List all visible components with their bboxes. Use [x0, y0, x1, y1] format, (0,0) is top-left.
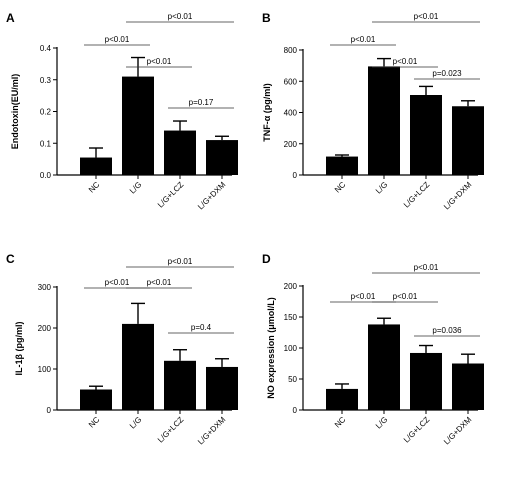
panel-b: B 0 200 400 600 800 TNF-α (pg/ml) NC L/G L/G+LCZ L… — [262, 11, 484, 211]
panel-b-comparison-label: p=0.023 — [432, 69, 462, 78]
panel-d-comparison-label: p<0.01 — [414, 263, 439, 272]
panel-d-comparison-label: p<0.01 — [393, 292, 418, 301]
panel-b-y-tick-label: 0 — [293, 171, 298, 180]
panel-a-comparison-label: p<0.01 — [147, 57, 172, 66]
panel-b-bar-l-g-dxm — [452, 106, 484, 175]
panel-d-comparison-label: p=0.036 — [432, 326, 462, 335]
panel-a-x-tick-label: L/G — [128, 180, 143, 195]
panel-b-x-tick-label: L/G+LCZ — [402, 180, 432, 210]
panel-d-x-tick-label: NC — [333, 415, 348, 430]
panel-a-y-tick-label: 0.1 — [40, 139, 52, 148]
panel-a-x-tick-label: L/G+DXM — [196, 180, 228, 212]
panel-d-x-tick-label: L/G — [374, 415, 389, 430]
panel-d-x-tick-label: L/G+DXM — [442, 415, 474, 447]
panel-c-bar-l-g-lcz — [164, 360, 196, 410]
panel-c-y-axis-label: IL-1β (pg/ml) — [14, 322, 24, 376]
panel-c: C 0 100 200 300 IL-1β (pg/ml) NC L/G L/G+LCZ L/G+… — [6, 252, 238, 446]
panel-c-bar-nc — [80, 389, 112, 410]
panel-b-bar-nc — [326, 156, 358, 175]
panel-c-x-tick-label: L/G — [128, 415, 143, 430]
panel-d-y-tick-label: 0 — [293, 406, 298, 415]
panel-a-y-tick-label: 0.3 — [40, 76, 52, 85]
panel-a-comparison-label: p<0.01 — [168, 12, 193, 21]
panel-c-bar-l-g — [122, 323, 154, 410]
panel-a-y-tick-label: 0.4 — [40, 44, 52, 53]
panel-c-letter: C — [6, 252, 15, 266]
panel-b-y-tick-label: 200 — [284, 140, 298, 149]
panel-d-bar-nc — [326, 388, 358, 410]
panel-b-x-tick-label: L/G — [374, 180, 389, 195]
panel-d-letter: D — [262, 252, 271, 266]
panel-d-comparison-label: p<0.01 — [351, 292, 376, 301]
panel-c-x-tick-label: L/G+DXM — [196, 415, 228, 447]
panel-b-x-tick-label: NC — [333, 180, 348, 195]
panel-c-x-tick-label: L/G+LCZ — [156, 415, 186, 445]
panel-d-x-tick-label: L/G+LCZ — [402, 415, 432, 445]
panel-c-comparison-label: p<0.01 — [105, 278, 130, 287]
panel-b-y-tick-label: 600 — [284, 77, 298, 86]
panel-c-y-tick-label: 0 — [47, 406, 52, 415]
panel-b-comparison-label: p<0.01 — [414, 12, 439, 21]
panel-d-y-tick-label: 100 — [284, 344, 298, 353]
panel-a-y-axis-label: Endotoxin(EU/ml) — [10, 74, 20, 150]
panel-d: D 0 50 100 150 200 NO expression (μmol/L) NC L/G… — [262, 252, 484, 446]
panel-c-bar-l-g-dxm — [206, 366, 238, 410]
panel-a-comparison-label: p=0.17 — [189, 98, 214, 107]
panel-a-y-tick-label: 0.2 — [40, 108, 52, 117]
panel-b-bar-l-g — [368, 66, 400, 175]
panel-d-y-tick-label: 50 — [288, 375, 297, 384]
panel-c-x-tick-label: NC — [87, 415, 102, 430]
panel-d-bar-l-g-lcz — [410, 352, 442, 410]
panel-a-bar-l-g — [122, 76, 154, 175]
panel-a-letter: A — [6, 11, 15, 25]
panel-a-bar-l-g-dxm — [206, 140, 238, 175]
panel-b-y-axis-label: TNF-α (pg/ml) — [262, 83, 272, 142]
panel-b-comparison-label: p<0.01 — [351, 35, 376, 44]
panel-b-y-tick-label: 800 — [284, 46, 298, 55]
panel-a-bar-nc — [80, 157, 112, 175]
panel-d-bar-l-g-dxm — [452, 363, 484, 410]
panel-d-bar-l-g — [368, 324, 400, 410]
panel-c-y-tick-label: 100 — [38, 365, 52, 374]
panel-a: A 0.0 0.1 0.2 0.3 0.4 Endotoxin(EU/ml) NC L/G L/G… — [6, 11, 238, 211]
panel-a-comparison-label: p<0.01 — [105, 35, 130, 44]
panel-c-comparison-label: p<0.01 — [168, 257, 193, 266]
panel-b-comparison-label: p<0.01 — [393, 57, 418, 66]
panel-c-comparison-label: p=0.4 — [191, 323, 212, 332]
panel-b-y-tick-label: 400 — [284, 109, 298, 118]
panel-c-comparison-label: p<0.01 — [147, 278, 172, 287]
panel-b-bar-l-g-lcz — [410, 95, 442, 175]
panel-d-y-tick-label: 150 — [284, 313, 298, 322]
panel-d-y-tick-label: 200 — [284, 282, 298, 291]
panel-b-letter: B — [262, 11, 271, 25]
panel-c-y-tick-label: 300 — [38, 283, 52, 292]
panel-a-bar-l-g-lcz — [164, 130, 196, 175]
panel-d-y-axis-label: NO expression (μmol/L) — [266, 297, 276, 399]
panel-a-y-tick-label: 0.0 — [40, 171, 52, 180]
panel-c-y-tick-label: 200 — [38, 324, 52, 333]
panel-b-x-tick-label: L/G+DXM — [442, 180, 474, 212]
panel-a-x-tick-label: L/G+LCZ — [156, 180, 186, 210]
panel-a-x-tick-label: NC — [87, 180, 102, 195]
